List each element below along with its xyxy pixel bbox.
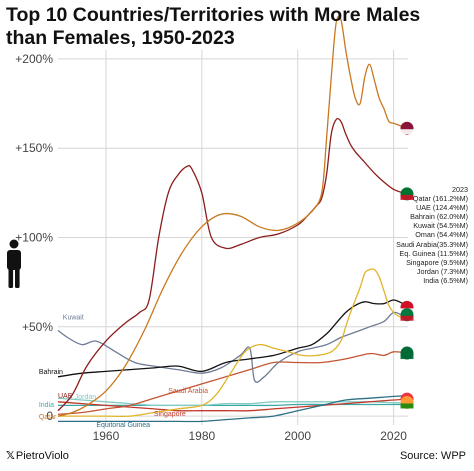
series-line-singapore [57,398,409,412]
legend: 2023 Qatar (161.2%M) UAE (124.4%M) Bahra… [318,185,468,285]
saudi-arabia-flag-icon [400,346,414,360]
series-line-kuwait [57,311,409,383]
y-tick-label: +50% [22,320,53,334]
india-flag-icon [400,395,414,409]
flag-band [400,315,414,321]
legend-entry-jordan: Jordan (7.3%M) [416,266,468,276]
series-line-bahrain [57,299,409,378]
series-line-jordan [57,397,409,407]
series-label-kuwait: Kuwait [63,315,84,322]
legend-entry-eq-guinea: Eq. Guinea (11.5%M) [399,248,468,258]
legend-entry-uae: UAE (124.4%M) [416,203,468,213]
legend-entry-singapore: Singapore (9.5%M) [406,257,468,267]
series-label-india: India [39,402,54,409]
x-tick-label: 2000 [284,429,311,443]
male-person-icon [7,239,21,288]
series-label-jordan: Jordan [75,394,97,401]
person-head [9,239,19,249]
person-torso [7,250,21,270]
y-tick-label: +150% [15,141,53,155]
series-label-eq-guinea: Equitorial Guinea [96,422,150,429]
chart-title: Top 10 Countries/Territories with More M… [6,4,421,49]
legend-entry-india: India (6.5%M) [423,275,468,285]
series-label-bahrain: Bahrain [39,369,63,376]
legend-entry-saudi-arabia: Saudi Arabia(35.3%M) [396,239,468,249]
flag-band [400,354,414,360]
legend-entry-kuwait: Kuwait (54.5%M) [413,221,468,231]
footer-credit: 𝕏PietroViolo [6,449,69,462]
flag-band [400,129,414,135]
footer-source: Source: WPP [399,450,466,462]
legend-entry-qatar: Qatar (161.2%M) [412,194,468,204]
legend-entry-bahrain: Bahrain (62.0%M) [410,212,468,222]
y-tick-label: +200% [15,52,53,66]
series-label-singapore: Singapore [154,411,186,418]
x-logo-icon: 𝕏 [6,450,15,462]
x-tick-label: 2020 [380,429,407,443]
person-right-leg [15,266,20,288]
credit-text: PietroViolo [15,450,69,462]
qatar-flag-icon [400,121,414,135]
series-line-qatar [57,15,409,417]
series-label-saudi-arabia: Saudi Arabia [168,388,208,395]
x-tick-label: 1960 [93,429,120,443]
series-label-uae: UAE [58,393,73,400]
series-line-saudi-arabia [57,351,409,415]
y-tick-label: +100% [15,231,53,245]
series-line-oman [58,268,409,418]
uae-flag-icon [400,187,414,201]
series-line-uae [57,118,409,412]
legend-title: 2023 [452,185,468,194]
x-tick-label: 1980 [188,429,215,443]
series-line-india [58,403,408,407]
y-tick-label: 0 [46,409,53,423]
flag-band [400,403,414,409]
series-line-eq-guinea [58,394,409,423]
person-left-leg [8,266,14,288]
flag-band [400,194,414,200]
kuwait-flag-icon [400,308,414,322]
legend-entry-oman: Oman (54.4%M) [415,230,468,240]
series-label-qatar: Qatar [39,414,57,421]
